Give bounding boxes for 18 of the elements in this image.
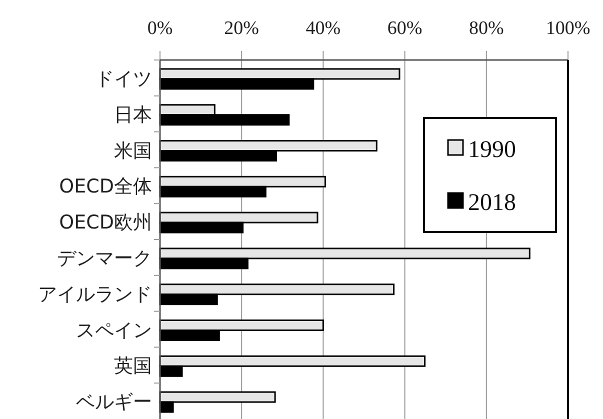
y-tick-label: アイルランド	[38, 283, 152, 306]
x-tick-label: 20%	[224, 18, 260, 39]
y-tick-label: OECD全体	[59, 176, 152, 198]
x-tick-label: 40%	[306, 18, 341, 39]
legend-label: 2018	[468, 190, 516, 216]
legend-label: 1990	[468, 137, 516, 163]
y-tick-label: ベルギー	[76, 391, 152, 414]
y-tick-label: OECD欧州	[59, 212, 152, 234]
y-tick-label: デンマーク	[57, 247, 152, 270]
y-tick-label: スペイン	[76, 319, 152, 342]
x-tick-label: 60%	[387, 18, 422, 39]
x-tick-label: 100%	[546, 18, 590, 39]
y-tick-label: 米国	[114, 140, 152, 162]
x-tick-label: 0%	[147, 18, 173, 39]
y-tick-label: ドイツ	[95, 68, 152, 90]
y-tick-label: 日本	[114, 104, 152, 126]
x-tick-label: 80%	[468, 18, 504, 39]
y-tick-label: 英国	[114, 355, 152, 378]
